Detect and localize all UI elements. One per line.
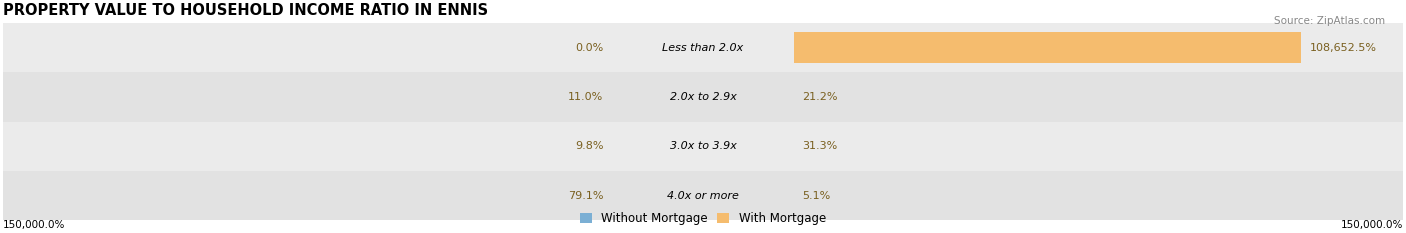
Bar	[3, 72, 1403, 122]
Text: 11.0%: 11.0%	[568, 92, 603, 102]
Text: 0.0%: 0.0%	[575, 43, 603, 53]
Legend: Without Mortgage, With Mortgage: Without Mortgage, With Mortgage	[575, 208, 831, 230]
Text: 150,000.0%: 150,000.0%	[3, 220, 65, 230]
Bar	[3, 122, 1403, 171]
Bar	[3, 171, 1403, 220]
Text: PROPERTY VALUE TO HOUSEHOLD INCOME RATIO IN ENNIS: PROPERTY VALUE TO HOUSEHOLD INCOME RATIO…	[3, 3, 488, 18]
Text: 79.1%: 79.1%	[568, 191, 603, 201]
Text: 9.8%: 9.8%	[575, 141, 603, 151]
Text: 3.0x to 3.9x: 3.0x to 3.9x	[669, 141, 737, 151]
Text: 150,000.0%: 150,000.0%	[1341, 220, 1403, 230]
Text: Source: ZipAtlas.com: Source: ZipAtlas.com	[1274, 16, 1385, 26]
Bar	[3, 23, 1403, 72]
Bar	[794, 32, 1301, 63]
Text: 31.3%: 31.3%	[803, 141, 838, 151]
Text: 2.0x to 2.9x: 2.0x to 2.9x	[669, 92, 737, 102]
Text: Less than 2.0x: Less than 2.0x	[662, 43, 744, 53]
Text: 108,652.5%: 108,652.5%	[1309, 43, 1376, 53]
Text: 21.2%: 21.2%	[803, 92, 838, 102]
Text: 4.0x or more: 4.0x or more	[666, 191, 740, 201]
Text: 5.1%: 5.1%	[803, 191, 831, 201]
